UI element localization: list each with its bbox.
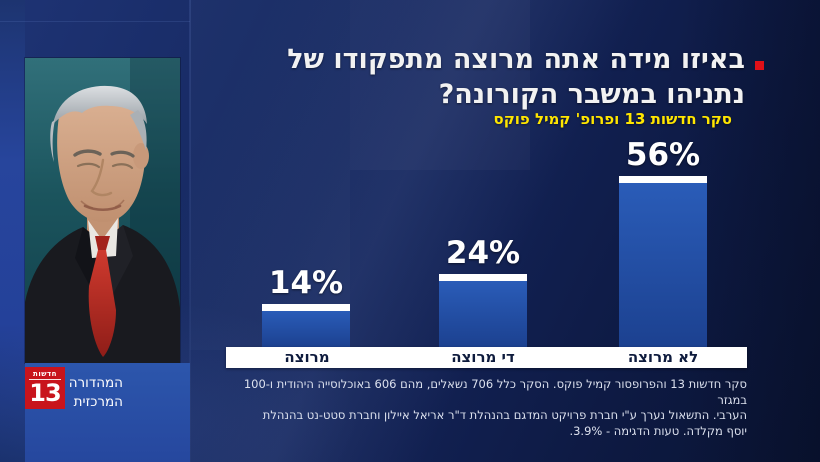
category-axis-strip: מרוצה די מרוצה לא מרוצה: [226, 347, 747, 368]
red-bullet-icon: [755, 61, 764, 70]
bar-group-not-satisfied: 56%: [619, 140, 707, 347]
bar-satisfied: [262, 304, 350, 347]
bar-not-satisfied: [619, 176, 707, 347]
methodology-footnote: סקר חדשות 13 והפרופסור קמיל פוקס. הסקר כ…: [227, 377, 747, 439]
background-seam-horizontal: [0, 21, 190, 22]
axis-label-not-satisfied: לא מרוצה: [627, 348, 699, 366]
poll-source-subtitle: סקר חדשות 13 ופרופ' קמיל פוקס: [493, 110, 732, 128]
footnote-line-2: הערבי. התשאול נערך ע"י חברת פרויקט המדגם…: [262, 408, 747, 422]
channel-13-news-logo: חדשות 13: [25, 367, 65, 409]
bar-group-satisfied: 14%: [262, 268, 350, 347]
axis-label-satisfied: מרוצה: [284, 348, 330, 366]
bar-value-label: 56%: [625, 137, 701, 173]
footnote-line-1: סקר חדשות 13 והפרופסור קמיל פוקס. הסקר כ…: [243, 377, 747, 407]
question-title: באיזו מידה אתה מרוצה מתפקודו של נתניהו ב…: [287, 42, 745, 112]
edition-label: המהדורה המרכזית: [69, 374, 123, 412]
edition-line-2: המרכזית: [73, 394, 123, 410]
axis-label-somewhat-satisfied: די מרוצה: [451, 348, 515, 366]
netanyahu-photo: [25, 58, 180, 363]
bar-value-label: 24%: [445, 235, 521, 271]
branding-panel: חדשות 13 המהדורה המרכזית: [25, 363, 190, 462]
logo-number-13: 13: [29, 379, 62, 407]
question-title-line-2: נתניהו במשבר הקורונה?: [438, 79, 745, 110]
bar-group-somewhat-satisfied: 24%: [439, 238, 527, 347]
bar-value-label: 14%: [268, 265, 344, 301]
bar-chart: 14% 24% 56%: [226, 140, 747, 347]
footnote-line-3: יוסף מקלדה. טעות הדגימה - 3.9%.: [569, 423, 747, 438]
background-left-strip: [0, 0, 25, 462]
edition-line-1: המהדורה: [68, 375, 123, 391]
question-title-line-1: באיזו מידה אתה מרוצה מתפקודו של: [287, 44, 745, 75]
background-seam-vertical: [189, 0, 191, 462]
logo-text-hadashot: חדשות: [33, 370, 57, 378]
bar-somewhat-satisfied: [439, 274, 527, 347]
